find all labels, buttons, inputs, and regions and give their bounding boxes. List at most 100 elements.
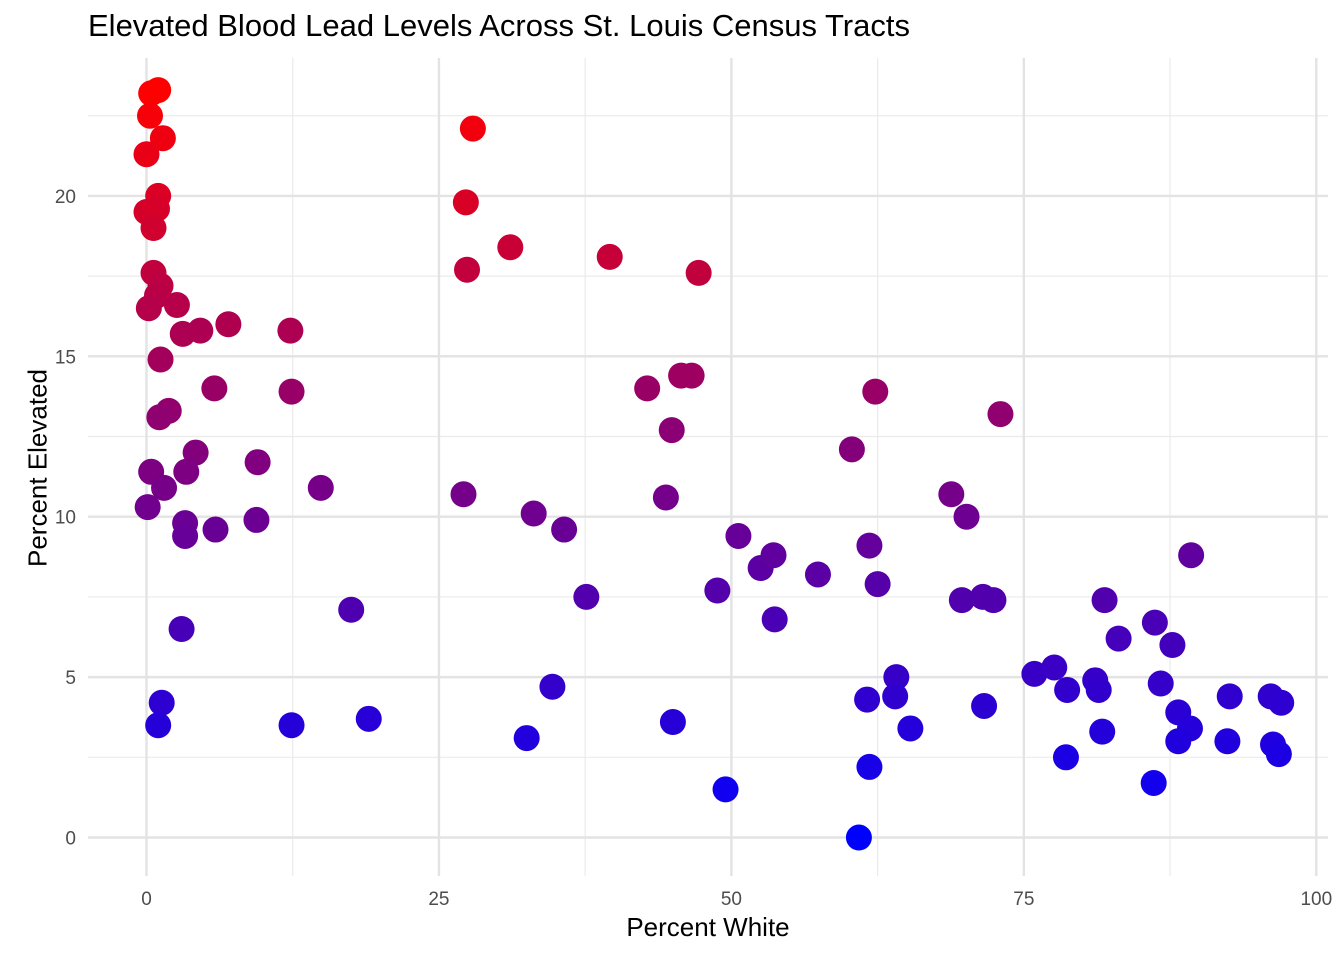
x-tick-label: 100 — [1300, 889, 1332, 910]
data-point — [145, 77, 172, 104]
data-point — [551, 516, 578, 543]
data-point — [1159, 632, 1186, 659]
data-point — [140, 215, 167, 242]
data-point — [215, 311, 242, 338]
data-point — [652, 484, 679, 511]
data-point — [634, 375, 661, 402]
data-point — [163, 292, 190, 319]
data-points — [133, 77, 1295, 851]
data-point — [135, 295, 162, 322]
data-point — [712, 776, 739, 803]
data-point — [278, 712, 305, 739]
data-point — [539, 673, 566, 700]
data-point — [338, 596, 365, 623]
data-point — [1054, 676, 1081, 703]
data-point — [355, 705, 382, 732]
data-point — [678, 362, 705, 389]
data-point — [1147, 670, 1174, 697]
chart-title: Elevated Blood Lead Levels Across St. Lo… — [88, 8, 910, 43]
data-point — [454, 256, 481, 283]
data-point — [137, 102, 163, 129]
tick-labels: 0 25 50 75 100 0 5 10 15 20 — [55, 187, 1332, 910]
data-point — [1105, 625, 1132, 652]
data-point — [897, 715, 924, 742]
data-point — [856, 532, 883, 559]
data-point — [187, 317, 214, 344]
data-point — [151, 474, 178, 501]
data-point — [520, 500, 547, 527]
y-tick-label: 10 — [55, 508, 76, 529]
data-point — [459, 115, 486, 142]
data-point — [134, 494, 161, 521]
data-point — [971, 692, 998, 719]
data-point — [182, 439, 209, 466]
x-tick-label: 0 — [141, 889, 152, 910]
data-point — [882, 683, 909, 710]
data-point — [659, 709, 686, 736]
y-tick-label: 20 — [55, 187, 76, 208]
data-point — [201, 375, 228, 402]
data-point — [725, 522, 752, 549]
x-axis-label: Percent White — [626, 912, 790, 942]
grid-lines — [88, 58, 1328, 876]
data-point — [202, 516, 229, 543]
y-tick-label: 0 — [65, 829, 76, 850]
data-point — [761, 606, 788, 633]
data-point — [987, 401, 1014, 428]
data-point — [1085, 676, 1112, 703]
data-point — [146, 404, 173, 431]
data-point — [1021, 660, 1048, 687]
data-point — [1178, 542, 1205, 569]
data-point — [244, 449, 271, 476]
x-tick-label: 50 — [721, 889, 742, 910]
data-point — [172, 522, 199, 549]
data-point — [243, 506, 270, 533]
data-point — [1089, 718, 1116, 745]
data-point — [307, 474, 334, 501]
data-point — [278, 378, 305, 405]
data-point — [133, 141, 160, 168]
data-point — [596, 243, 623, 270]
data-point — [685, 259, 712, 286]
data-point — [704, 577, 731, 604]
data-point — [573, 583, 600, 610]
data-point — [845, 824, 872, 851]
data-point — [953, 503, 980, 530]
data-point — [1141, 609, 1168, 636]
data-point — [147, 346, 174, 373]
data-point — [452, 189, 479, 216]
data-point — [1052, 744, 1079, 771]
data-point — [148, 689, 175, 716]
data-point — [864, 571, 891, 598]
x-tick-label: 75 — [1013, 889, 1034, 910]
data-point — [856, 753, 883, 780]
data-point — [277, 317, 304, 344]
data-point — [838, 436, 865, 463]
data-point — [804, 561, 831, 588]
y-tick-label: 5 — [65, 668, 76, 689]
data-point — [1140, 769, 1167, 796]
data-point — [883, 664, 910, 691]
data-point — [450, 481, 477, 508]
x-tick-label: 25 — [428, 889, 449, 910]
data-point — [168, 615, 195, 642]
data-point — [145, 712, 172, 739]
y-tick-label: 15 — [55, 347, 76, 368]
data-point — [144, 195, 171, 222]
data-point — [149, 125, 176, 152]
data-point — [1214, 728, 1241, 755]
data-point — [1091, 587, 1118, 614]
data-point — [513, 725, 540, 752]
data-point — [1041, 654, 1068, 681]
data-point — [173, 458, 200, 485]
data-point — [1165, 728, 1192, 755]
data-point — [948, 587, 975, 614]
data-point — [854, 686, 881, 713]
data-point — [497, 234, 524, 261]
data-point — [760, 542, 787, 569]
y-axis-label: Percent Elevated — [22, 368, 53, 568]
data-point — [980, 587, 1007, 614]
data-point — [938, 481, 965, 508]
data-point — [1216, 683, 1243, 710]
